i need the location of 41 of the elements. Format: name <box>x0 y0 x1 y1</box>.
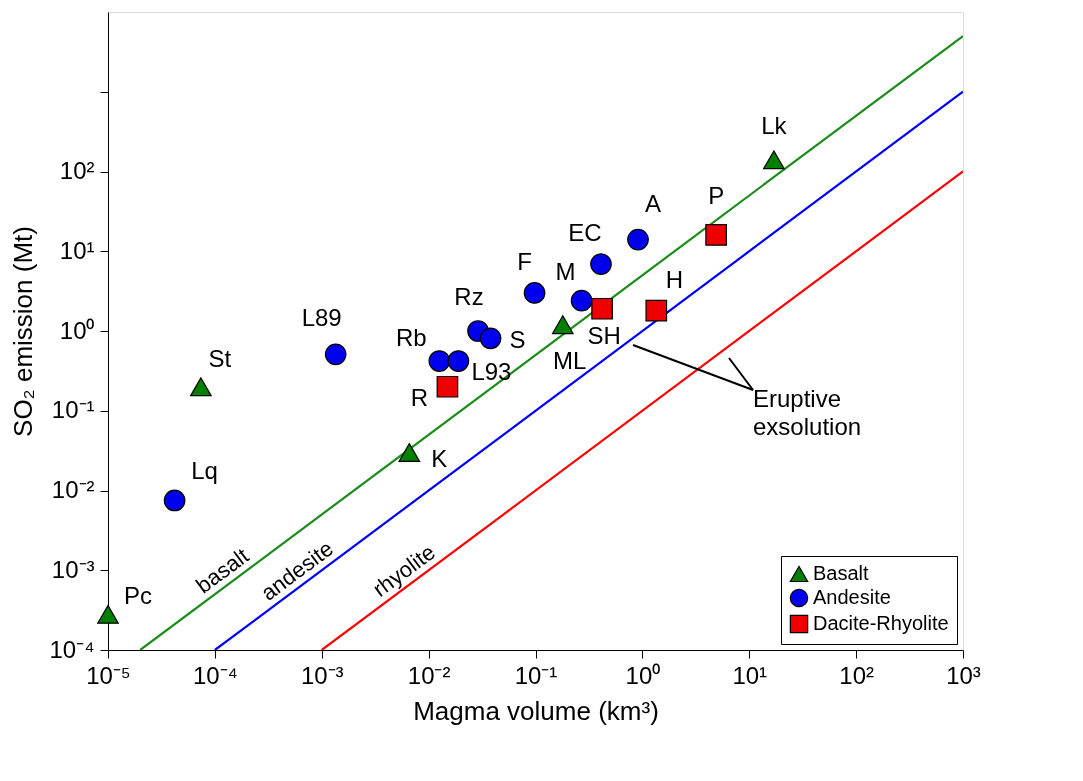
annotation: Pc <box>123 582 153 610</box>
x-tick-label: 10⁻⁵ <box>86 661 131 689</box>
y-tick-label: 10¹ <box>59 236 95 264</box>
x-tick-label: 10³ <box>946 661 981 689</box>
annotation: SH <box>587 321 621 349</box>
annotation: R <box>410 383 429 411</box>
legend-label: Dacite-Rhyolite <box>813 612 949 634</box>
annotation: Lq <box>191 457 218 485</box>
y-tick-label: 10⁻² <box>51 476 95 503</box>
annotation: Eruptive exsolution <box>753 385 862 440</box>
y-tick-label: 10⁰ <box>59 316 95 344</box>
annotation: Lk <box>761 111 788 139</box>
annotation: St <box>208 344 232 372</box>
annotation: S <box>509 326 526 354</box>
annotation: Rz <box>454 283 484 310</box>
annotation: H <box>665 265 683 293</box>
x-axis-title: Magma volume (km³) <box>413 695 659 726</box>
annotation: EC <box>568 219 602 247</box>
x-tick-label: 10¹ <box>732 661 768 689</box>
y-tick-label: 10⁻⁴ <box>49 635 95 663</box>
y-tick-label: 10² <box>59 157 95 184</box>
x-tick-label: 10⁰ <box>625 661 661 689</box>
x-tick-label: 10⁻³ <box>300 661 344 689</box>
x-tick-label: 10² <box>839 661 874 689</box>
annotation: P <box>708 181 725 209</box>
annotation: ML <box>553 346 587 374</box>
legend-label: Basalt <box>813 562 870 584</box>
y-axis-title: SO₂ emission (Mt) <box>8 226 39 437</box>
x-tick-label: 10⁻² <box>407 661 451 689</box>
legend-label: Andesite <box>813 586 891 608</box>
annotation: K <box>431 445 448 473</box>
annotation: M <box>555 257 576 285</box>
annotation: Rb <box>396 324 427 352</box>
annotation: A <box>644 189 662 217</box>
y-tick-label: 10⁻¹ <box>51 396 95 424</box>
y-tick-label: 10⁻³ <box>51 555 95 583</box>
x-tick-label: 10⁻¹ <box>514 661 558 689</box>
annotation: L93 <box>471 358 512 386</box>
x-tick-label: 10⁻⁴ <box>192 661 238 689</box>
annotation: L89 <box>301 304 342 332</box>
annotation: F <box>517 247 532 275</box>
